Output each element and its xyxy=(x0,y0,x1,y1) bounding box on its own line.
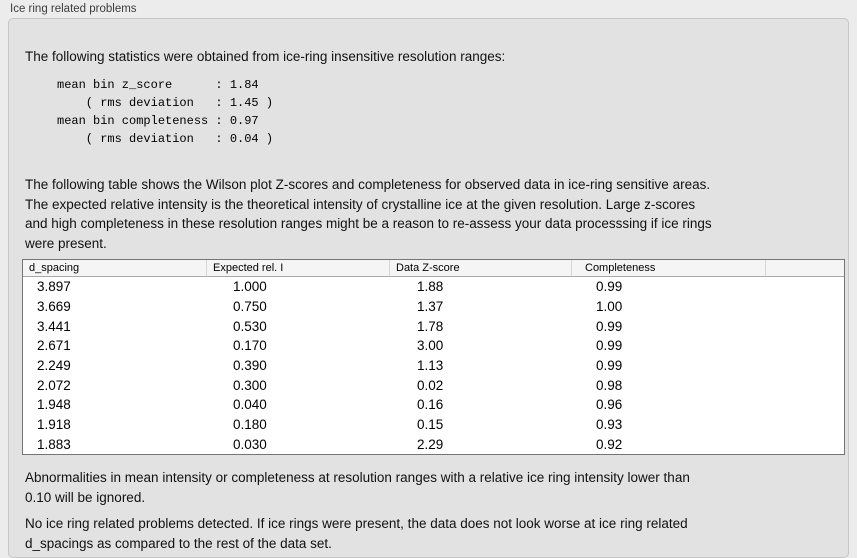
ice-ring-group-box: The following statistics were obtained f… xyxy=(8,18,849,558)
table-cell: 3.00 xyxy=(417,338,444,354)
table-header-row: d_spacing Expected rel. I Data Z-score C… xyxy=(23,260,844,277)
table-cell: 0.99 xyxy=(596,358,623,374)
table-cell: 1.13 xyxy=(417,358,444,374)
table-cell xyxy=(766,336,844,356)
table-cell xyxy=(766,435,844,455)
column-header-completeness[interactable]: Completeness xyxy=(572,260,766,277)
table-cell: 1.918 xyxy=(37,417,71,433)
table-description-text: The following table shows the Wilson plo… xyxy=(25,177,712,251)
table-cell: 0.99 xyxy=(596,338,623,354)
table-cell: 0.030 xyxy=(233,436,267,452)
table-cell: 0.96 xyxy=(596,397,623,413)
table-cell: 0.170 xyxy=(233,338,267,354)
table-cell: 0.02 xyxy=(417,377,444,393)
table-cell: 1.000 xyxy=(233,279,267,295)
table-cell: 2.072 xyxy=(37,377,71,393)
table-cell xyxy=(766,316,844,336)
table-row[interactable]: 2.249 0.390 1.13 0.99 xyxy=(23,356,844,376)
table-cell xyxy=(766,415,844,435)
stats-summary-block: mean bin z_score : 1.84 ( rms deviation … xyxy=(57,78,274,146)
table-cell: 3.441 xyxy=(37,318,71,334)
conclusion-text: No ice ring related problems detected. I… xyxy=(25,516,688,551)
table-cell: 2.249 xyxy=(37,358,71,374)
table-cell: 0.180 xyxy=(233,417,267,433)
table-cell: 0.99 xyxy=(596,318,623,334)
column-header-d-spacing[interactable]: d_spacing xyxy=(23,260,207,277)
table-cell: 1.88 xyxy=(417,279,444,295)
column-header-expected-rel-i[interactable]: Expected rel. I xyxy=(207,260,390,277)
table-cell: 0.040 xyxy=(233,397,267,413)
table-cell: 0.390 xyxy=(233,358,267,374)
table-cell: 1.883 xyxy=(37,436,71,452)
table-cell xyxy=(766,356,844,376)
table-cell xyxy=(766,297,844,317)
column-header-data-z-score[interactable]: Data Z-score xyxy=(390,260,572,277)
table-cell xyxy=(766,395,844,415)
table-cell: 1.78 xyxy=(417,318,444,334)
table-cell: 1.00 xyxy=(596,299,623,315)
table-cell: 0.16 xyxy=(417,397,444,413)
table-cell: 3.897 xyxy=(37,279,71,295)
table-row[interactable]: 3.441 0.530 1.78 0.99 xyxy=(23,316,844,336)
table-cell: 2.671 xyxy=(37,338,71,354)
table-cell: 0.750 xyxy=(233,299,267,315)
table-cell: 0.15 xyxy=(417,417,444,433)
panel-title: Ice ring related problems xyxy=(10,3,137,15)
ice-ring-table[interactable]: d_spacing Expected rel. I Data Z-score C… xyxy=(22,259,845,456)
table-row[interactable]: 2.072 0.300 0.02 0.98 xyxy=(23,375,844,395)
table-cell xyxy=(766,277,844,297)
table-cell: 0.99 xyxy=(596,279,623,295)
column-header-empty xyxy=(766,260,844,277)
ignore-threshold-note-text: Abnormalities in mean intensity or compl… xyxy=(25,470,690,505)
table-row[interactable]: 3.669 0.750 1.37 1.00 xyxy=(23,297,844,317)
table-row[interactable]: 1.918 0.180 0.15 0.93 xyxy=(23,415,844,435)
table-row[interactable]: 1.883 0.030 2.29 0.92 xyxy=(23,435,844,455)
table-cell: 2.29 xyxy=(417,436,444,452)
table-row[interactable]: 3.897 1.000 1.88 0.99 xyxy=(23,277,844,297)
table-cell: 0.530 xyxy=(233,318,267,334)
table-cell: 1.37 xyxy=(417,299,444,315)
table-cell: 0.92 xyxy=(596,436,623,452)
table-cell: 3.669 xyxy=(37,299,71,315)
table-cell xyxy=(766,375,844,395)
table-row[interactable]: 1.948 0.040 0.16 0.96 xyxy=(23,395,844,415)
table-cell: 1.948 xyxy=(37,397,71,413)
table-cell: 0.98 xyxy=(596,377,623,393)
table-cell: 0.93 xyxy=(596,417,623,433)
table-cell: 0.300 xyxy=(233,377,267,393)
stats-intro-text: The following statistics were obtained f… xyxy=(25,49,506,64)
table-row[interactable]: 2.671 0.170 3.00 0.99 xyxy=(23,336,844,356)
